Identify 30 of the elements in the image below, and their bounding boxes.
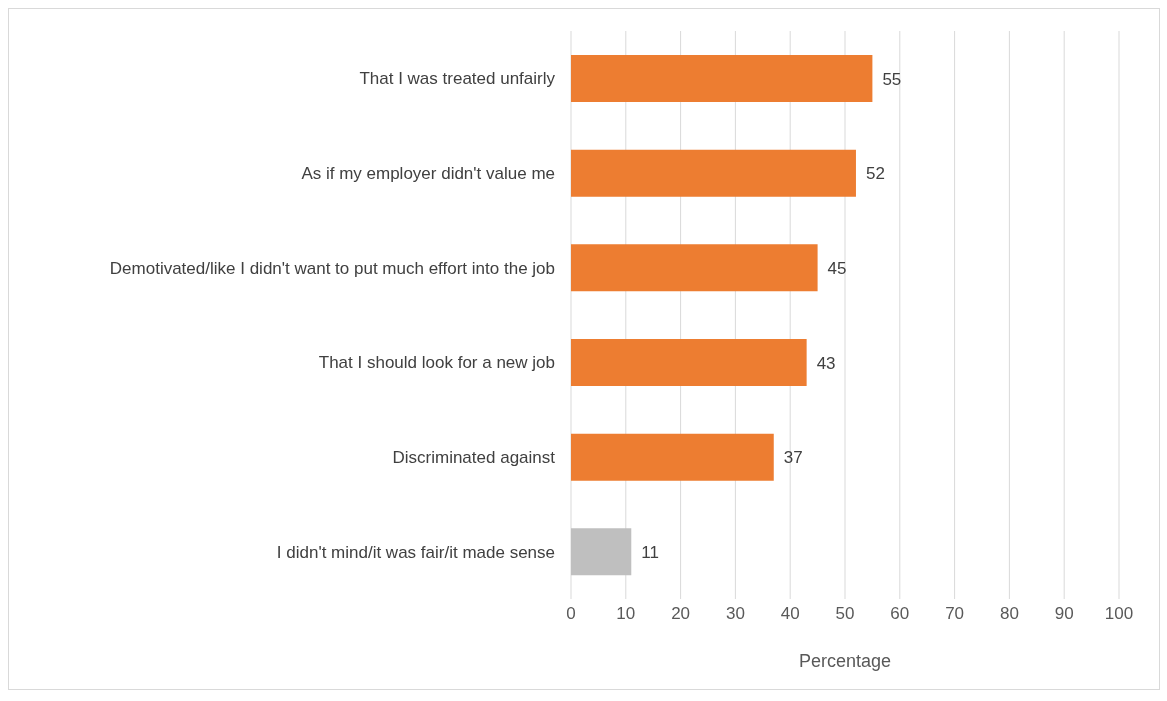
x-tick-label: 20 [671,604,691,624]
x-tick-label: 70 [945,604,965,624]
bar [571,433,774,481]
data-label: 43 [816,353,836,373]
x-axis-title: Percentage [798,651,892,671]
x-tick-label: 50 [835,604,855,624]
y-tick-label: That I should look for a new job [318,353,555,373]
x-tick-label: 40 [780,604,800,624]
y-tick-label: I didn't mind/it was fair/it made sense [276,542,555,562]
x-tick-label: 0 [566,604,576,624]
x-tick-label: 60 [890,604,910,624]
data-label: 37 [783,448,803,468]
y-tick-label: As if my employer didn't value me [301,164,555,184]
data-label: 11 [641,542,659,562]
bar [571,339,807,386]
x-tick-label: 30 [725,604,745,624]
x-tick-label: 80 [999,604,1019,624]
bar [571,244,818,292]
bar [571,528,632,576]
x-tick-label: 90 [1054,604,1074,624]
bar [571,55,873,102]
y-tick-label: Demotivated/like I didn't want to put much effort into the job [109,258,555,278]
x-tick-label: 10 [616,604,636,624]
y-tick-label: Discriminated against [392,448,556,468]
bar [571,149,856,197]
y-tick-label: That I was treated unfairly [359,69,556,89]
data-label: 52 [865,164,885,184]
x-tick-label: 100 [1104,604,1134,624]
data-label: 45 [827,258,847,278]
data-label: 55 [882,69,902,89]
